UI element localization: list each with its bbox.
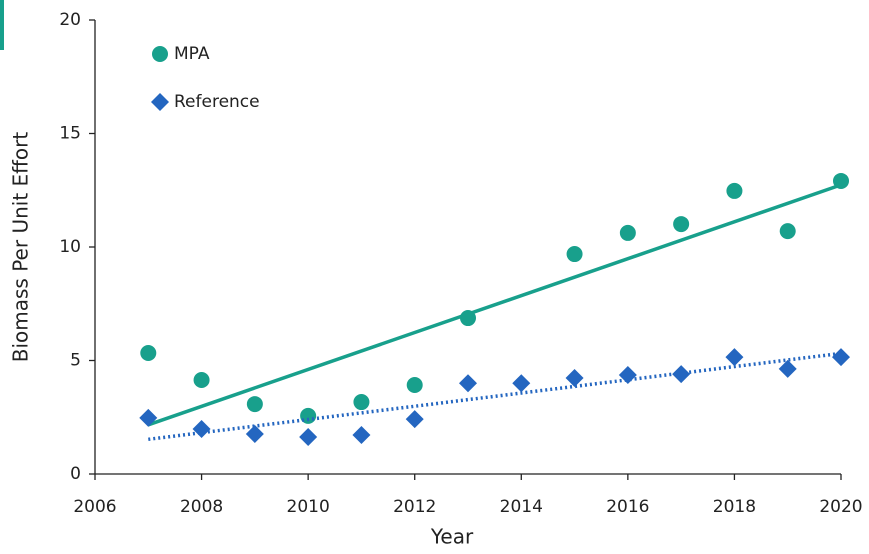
point bbox=[565, 368, 584, 387]
x-tick-label: 2016 bbox=[606, 497, 649, 517]
point bbox=[140, 345, 157, 362]
x-tick-label: 2010 bbox=[287, 497, 330, 517]
point bbox=[245, 425, 264, 444]
x-axis-label: Year bbox=[430, 525, 474, 549]
x-tick-label: 2012 bbox=[393, 497, 436, 517]
point bbox=[778, 359, 797, 378]
legend-marker bbox=[151, 93, 169, 111]
legend-label: MPA bbox=[174, 44, 210, 64]
y-tick-label: 5 bbox=[70, 351, 81, 371]
y-tick-label: 20 bbox=[59, 10, 81, 30]
trend-line bbox=[147, 183, 842, 427]
y-axis-label: Biomass Per Unit Effort bbox=[9, 132, 33, 363]
edge-accent bbox=[0, 0, 4, 50]
trend-line bbox=[148, 351, 842, 442]
point bbox=[779, 223, 796, 240]
y-tick-label: 15 bbox=[59, 124, 81, 144]
legend-marker bbox=[152, 46, 168, 62]
x-tick-label: 2018 bbox=[713, 497, 756, 517]
point bbox=[673, 216, 690, 233]
point bbox=[833, 172, 849, 189]
point bbox=[832, 348, 850, 367]
x-tick-label: 2006 bbox=[73, 497, 116, 517]
point bbox=[352, 425, 371, 444]
point bbox=[299, 427, 318, 446]
point bbox=[619, 224, 636, 241]
point bbox=[460, 310, 476, 327]
point bbox=[353, 394, 370, 411]
point bbox=[193, 372, 210, 389]
point bbox=[246, 396, 263, 413]
x-tick-label: 2020 bbox=[819, 497, 862, 517]
x-tick-label: 2008 bbox=[180, 497, 223, 517]
point bbox=[139, 408, 158, 427]
point bbox=[725, 348, 744, 367]
point bbox=[512, 374, 531, 393]
point bbox=[459, 374, 477, 393]
point bbox=[672, 365, 691, 384]
legend-label: Reference bbox=[174, 92, 260, 112]
point bbox=[192, 420, 211, 439]
point bbox=[405, 410, 424, 429]
point bbox=[726, 182, 743, 199]
point bbox=[618, 366, 637, 385]
x-tick-label: 2014 bbox=[500, 497, 543, 517]
point bbox=[566, 246, 583, 263]
point bbox=[406, 377, 423, 394]
y-tick-label: 10 bbox=[59, 237, 81, 257]
y-tick-label: 0 bbox=[70, 464, 81, 484]
